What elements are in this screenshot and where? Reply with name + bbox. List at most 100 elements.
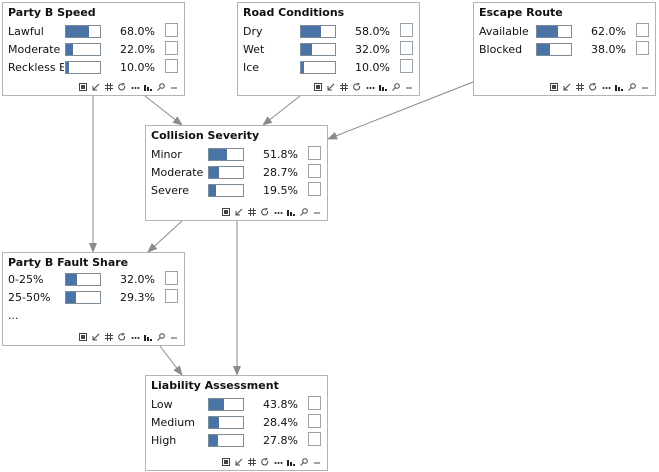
evidence-checkbox[interactable] [400,23,413,37]
state-row-low[interactable]: Low 43.8% [146,396,327,414]
more-icon[interactable] [131,83,140,91]
state-row-lawful[interactable]: Lawful 68.0% [3,23,184,41]
node-escape-route[interactable]: Escape Route Available 62.0% Blocked 38.… [473,2,656,96]
evidence-checkbox[interactable] [400,59,413,73]
cycle-icon[interactable] [261,207,269,216]
state-row-0-25[interactable]: 0-25% 32.0% [3,271,184,289]
state-row-minor[interactable]: Minor 51.8% [146,146,327,164]
bar-fill [66,274,77,285]
state-row-reckless[interactable]: Reckless Ex 10.0% [3,59,184,77]
more-icon[interactable] [602,83,611,91]
arrow-icon[interactable] [563,83,571,91]
grid-icon[interactable] [248,207,256,216]
state-probability: 10.0% [120,61,155,74]
node-party-b-speed[interactable]: Party B Speed Lawful 68.0% Moderate Ex 2… [2,2,185,96]
search-icon[interactable] [628,82,636,91]
arrow-icon[interactable] [92,333,100,341]
cycle-icon[interactable] [118,82,126,91]
histogram-icon[interactable] [615,83,623,91]
state-probability: 19.5% [263,184,298,197]
arrow-icon[interactable] [327,83,335,91]
evidence-checkbox[interactable] [165,271,178,285]
grid-icon[interactable] [248,457,256,466]
evidence-checkbox[interactable] [308,432,321,446]
search-icon[interactable] [157,332,165,341]
search-icon[interactable] [300,207,308,216]
more-icon[interactable] [131,333,140,341]
cycle-icon[interactable] [353,82,361,91]
grid-icon[interactable] [105,332,113,341]
arrow-icon[interactable] [92,83,100,91]
state-row-dry[interactable]: Dry 58.0% [238,23,419,41]
grid-icon[interactable] [576,82,584,91]
more-icon[interactable] [274,208,283,216]
state-label: Moderate Ex [8,43,64,56]
node-toolbar [79,331,178,342]
minimize-icon[interactable] [313,208,321,216]
evidence-checkbox[interactable] [308,414,321,428]
cycle-icon[interactable] [118,332,126,341]
cycle-icon[interactable] [589,82,597,91]
evidence-checkbox[interactable] [165,41,178,55]
evidence-checkbox[interactable] [636,41,649,55]
evidence-checkbox[interactable] [308,182,321,196]
minimize-icon[interactable] [405,83,413,91]
histogram-icon[interactable] [144,333,152,341]
evidence-checkbox[interactable] [400,41,413,55]
node-title: Escape Route [479,6,563,19]
evidence-checkbox[interactable] [308,164,321,178]
state-row-25-50[interactable]: 25-50% 29.3% [3,289,184,307]
expand-icon[interactable] [314,82,322,91]
arrow-icon[interactable] [235,458,243,466]
state-label: Reckless Ex [8,61,64,74]
state-row-ice[interactable]: Ice 10.0% [238,59,419,77]
state-row-wet[interactable]: Wet 32.0% [238,41,419,59]
minimize-icon[interactable] [170,83,178,91]
more-states-indicator[interactable]: ... [8,309,19,322]
minimize-icon[interactable] [313,458,321,466]
arrow-icon[interactable] [235,208,243,216]
more-icon[interactable] [274,458,283,466]
evidence-checkbox[interactable] [165,23,178,37]
state-row-medium[interactable]: Medium 28.4% [146,414,327,432]
node-collision-severity[interactable]: Collision Severity Minor 51.8% Moderate … [145,125,328,221]
grid-icon[interactable] [105,82,113,91]
search-icon[interactable] [300,457,308,466]
evidence-checkbox[interactable] [165,59,178,73]
grid-icon[interactable] [340,82,348,91]
probability-bar [208,184,244,197]
expand-icon[interactable] [550,82,558,91]
evidence-checkbox[interactable] [636,23,649,37]
search-icon[interactable] [157,82,165,91]
state-label: High [151,434,177,447]
node-liability-assessment[interactable]: Liability Assessment Low 43.8% Medium 28… [145,375,328,471]
expand-icon[interactable] [79,332,87,341]
edge-faultshare-to-liability [159,345,183,376]
minimize-icon[interactable] [641,83,649,91]
histogram-icon[interactable] [379,83,387,91]
state-row-moderate[interactable]: Moderate 28.7% [146,164,327,182]
expand-icon[interactable] [222,207,230,216]
evidence-checkbox[interactable] [308,396,321,410]
probability-bar [208,148,244,161]
edge-road-to-severity [262,95,301,126]
histogram-icon[interactable] [287,208,295,216]
state-row-moderate[interactable]: Moderate Ex 22.0% [3,41,184,59]
evidence-checkbox[interactable] [165,289,178,303]
search-icon[interactable] [392,82,400,91]
evidence-checkbox[interactable] [308,146,321,160]
histogram-icon[interactable] [144,83,152,91]
histogram-icon[interactable] [287,458,295,466]
state-row-high[interactable]: High 27.8% [146,432,327,450]
minimize-icon[interactable] [170,333,178,341]
node-road-conditions[interactable]: Road Conditions Dry 58.0% Wet 32.0% Ice … [237,2,420,96]
expand-icon[interactable] [222,457,230,466]
state-row-severe[interactable]: Severe 19.5% [146,182,327,200]
expand-icon[interactable] [79,82,87,91]
state-row-available[interactable]: Available 62.0% [474,23,655,41]
state-row-blocked[interactable]: Blocked 38.0% [474,41,655,59]
more-icon[interactable] [366,83,375,91]
node-title: Liability Assessment [151,379,279,392]
node-party-b-fault-share[interactable]: Party B Fault Share 0-25% 32.0% 25-50% 2… [2,252,185,346]
cycle-icon[interactable] [261,457,269,466]
